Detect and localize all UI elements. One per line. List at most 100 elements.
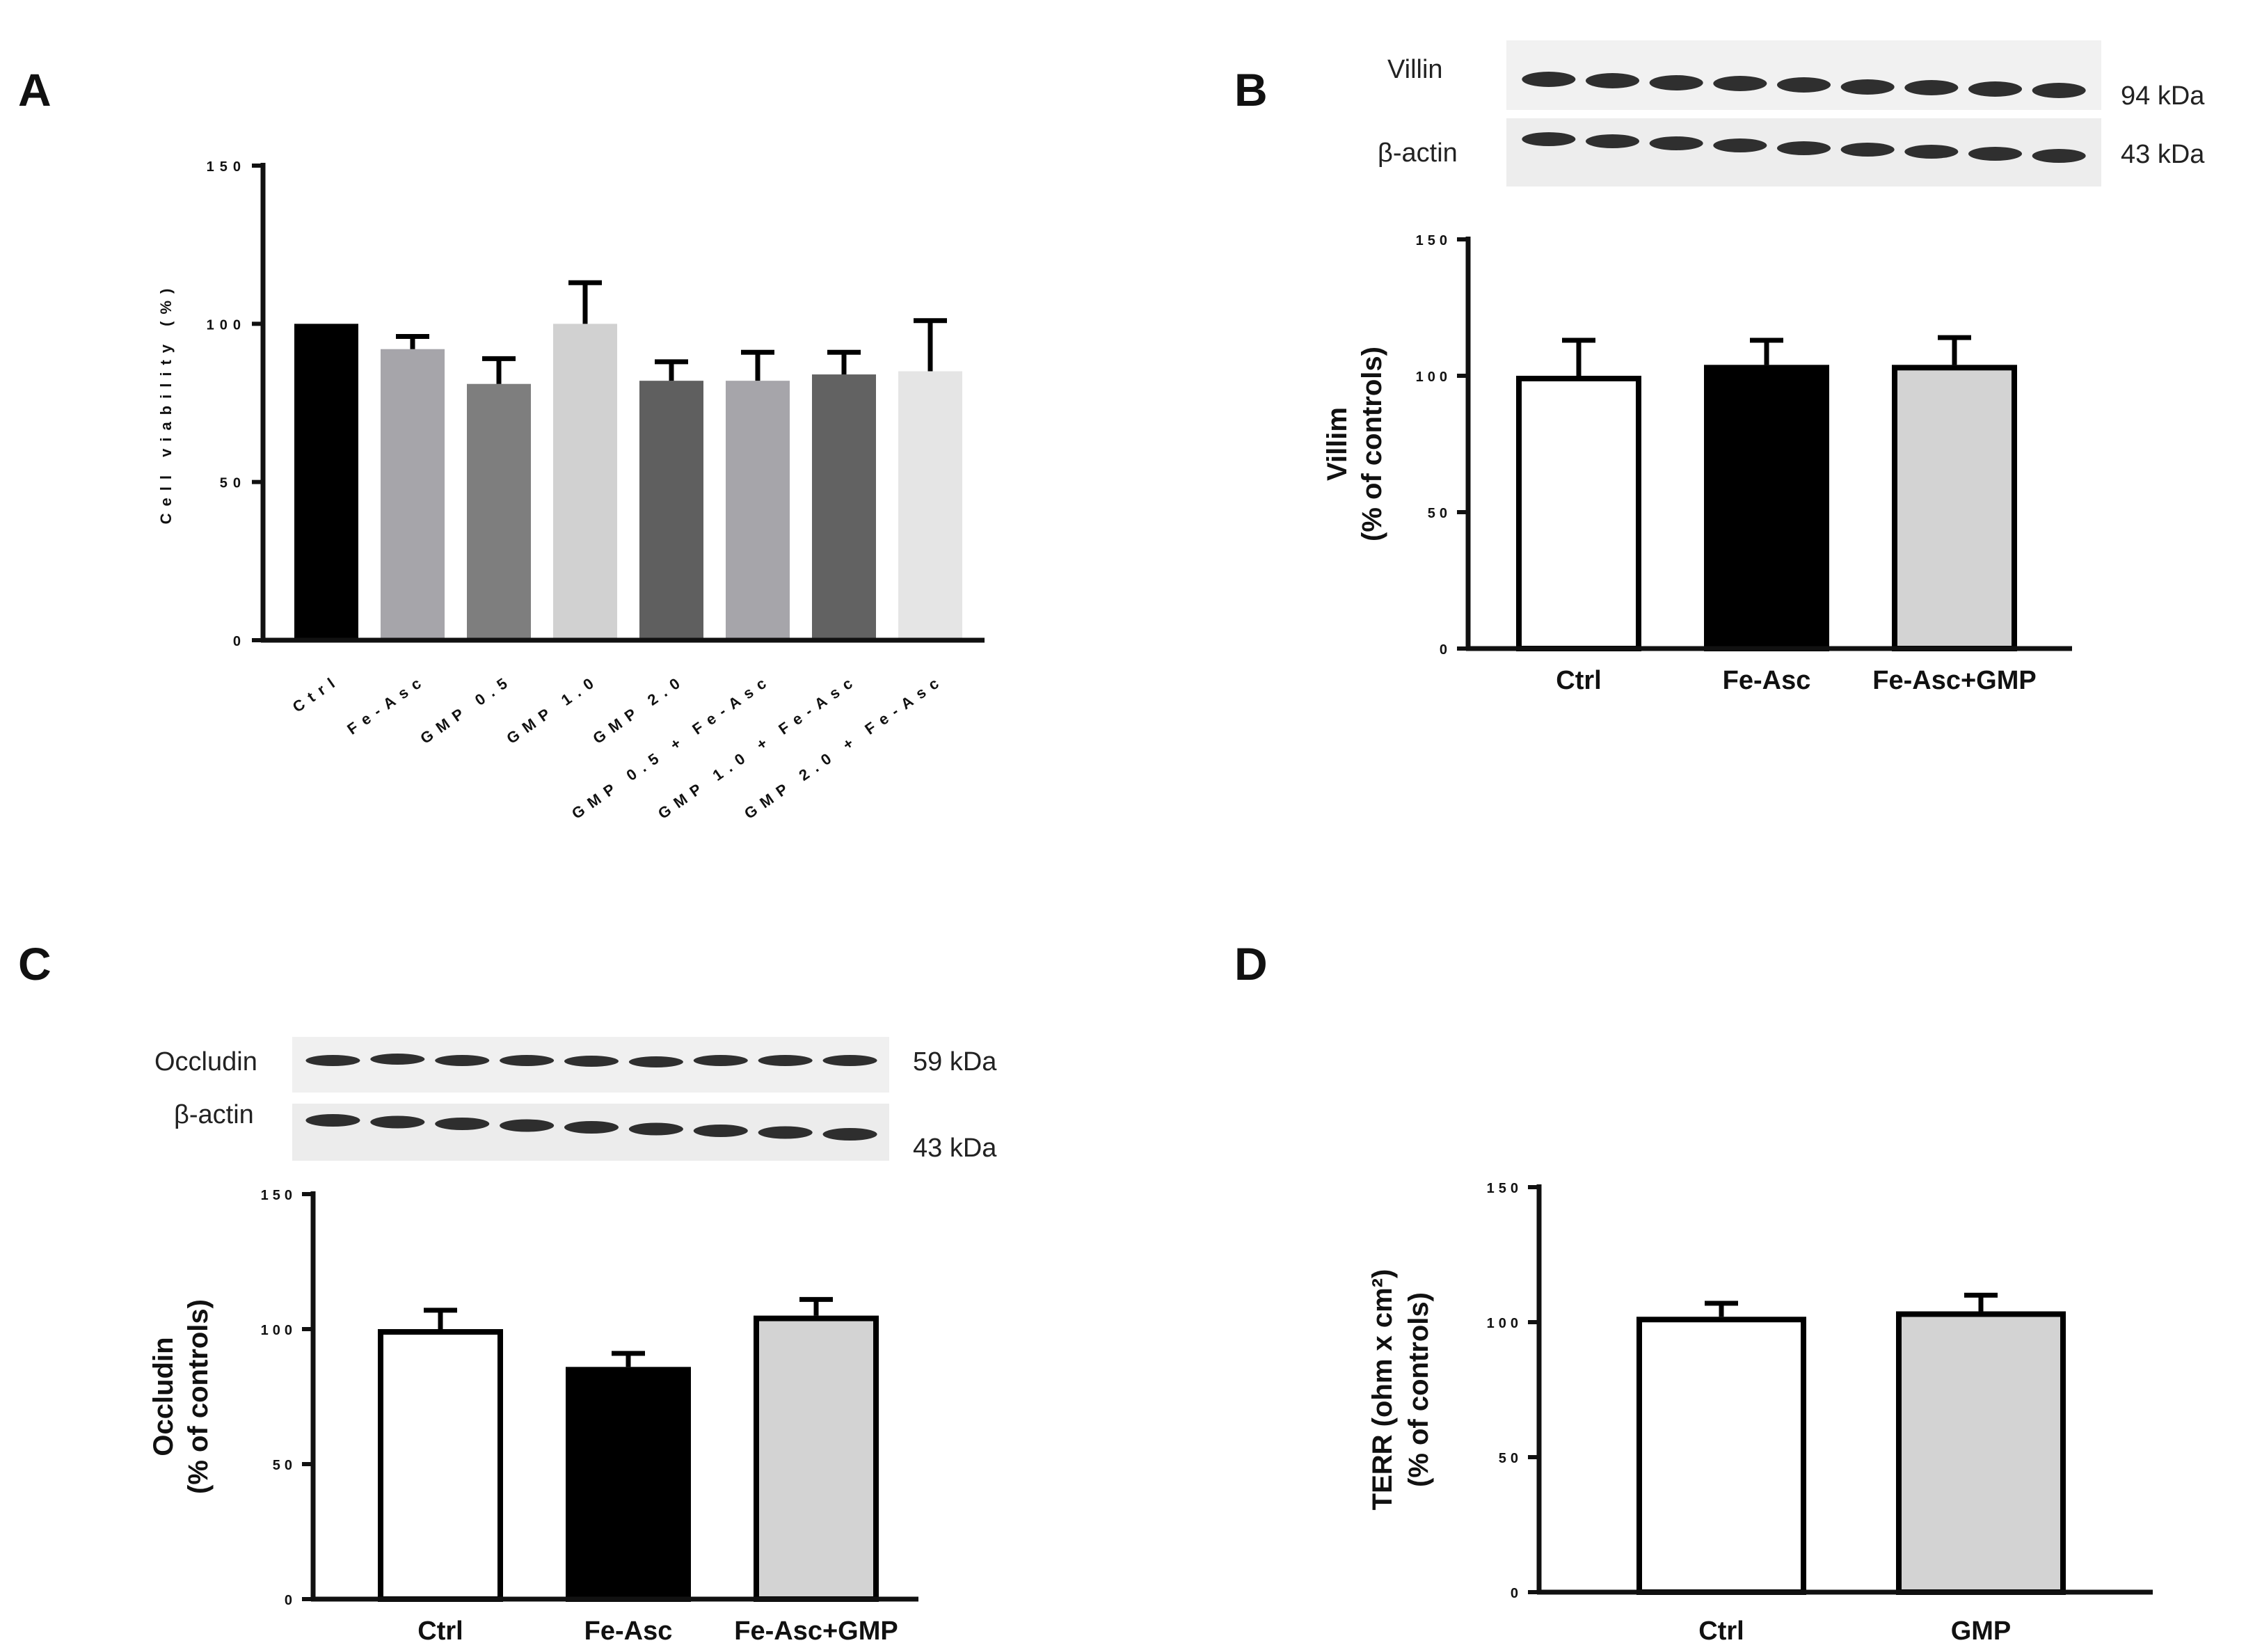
chart-b: 0 50 100 150 Ctrl Fe-Asc Fe-Asc+GMP Villim (% of…	[1322, 233, 2072, 695]
category-label-d-1: GMP	[1951, 1617, 2012, 1646]
blot-c-row2-label: β-actin	[174, 1100, 254, 1129]
blot-band	[1649, 136, 1703, 150]
y-tick-label-a-2: 100	[207, 317, 246, 333]
blot-band	[822, 1128, 877, 1141]
bar-d-0	[1636, 1317, 1806, 1595]
blot-band	[564, 1121, 619, 1134]
category-label-c-2: Fe-Asc+GMP	[734, 1617, 898, 1646]
western-blot-b: Villin β-actin 94 kDa 43 kDa	[1378, 40, 2205, 186]
y-tick-label-c-3: 150	[261, 1188, 296, 1203]
panel-letter-d: D	[1234, 938, 1268, 990]
y-axis-label-a: Cell viability (%)	[157, 282, 175, 525]
blot-b-bands-1	[1522, 72, 2086, 98]
bar-b-0	[1516, 376, 1641, 651]
blot-band	[500, 1119, 555, 1132]
blot-band	[1777, 141, 1831, 155]
bar-a-0	[294, 324, 358, 640]
blot-band	[2032, 83, 2086, 98]
blot-band	[1586, 134, 1639, 148]
blot-band	[435, 1118, 490, 1130]
blot-band	[564, 1056, 619, 1067]
bar-c-1	[566, 1367, 691, 1602]
blot-c-bands-1	[305, 1054, 877, 1067]
y-tick-label-d-2: 100	[1487, 1316, 1522, 1331]
y-tick-label-b-0: 0	[1440, 642, 1451, 658]
blot-band	[1904, 145, 1959, 159]
chart-d: 0 50 100 150 Ctrl GMP TERR (ohm x cm²) (% of co…	[1367, 1181, 2153, 1646]
bar-a-2	[467, 383, 531, 640]
blot-band	[1968, 147, 2022, 161]
blot-c-row1-label: Occludin	[154, 1047, 257, 1077]
y-tick-label-c-2: 100	[261, 1323, 296, 1338]
y-tick-label-a-3: 150	[207, 159, 246, 175]
category-label-c-1: Fe-Asc	[584, 1617, 673, 1646]
blot-band	[1840, 79, 1895, 95]
blot-band	[1586, 73, 1639, 88]
blot-band	[305, 1055, 360, 1066]
bar-a-3	[553, 324, 617, 640]
blot-b-row2-size: 43 kDa	[2121, 140, 2205, 169]
y-axis-label-c-0: Occludin	[148, 1337, 179, 1456]
blot-band	[1777, 77, 1831, 93]
bar-a-4	[639, 381, 703, 640]
y-tick-label-b-3: 150	[1416, 233, 1451, 248]
blot-band	[1522, 72, 1576, 87]
blot-c-row1-size: 59 kDa	[913, 1047, 997, 1077]
y-tick-label-c-0: 0	[285, 1593, 296, 1608]
bar-c-2	[754, 1315, 879, 1602]
category-label-a-2: GMP 0.5	[417, 671, 516, 747]
blot-b-bands-2	[1522, 132, 2086, 163]
panel-letter-b: B	[1234, 64, 1268, 116]
category-label-c-0: Ctrl	[417, 1617, 463, 1646]
blot-band	[758, 1126, 813, 1139]
y-tick-label-a-0: 0	[233, 634, 246, 649]
bar-a-1	[381, 349, 445, 640]
y-tick-label-c-1: 50	[273, 1458, 296, 1473]
blot-band	[1649, 75, 1703, 90]
blot-band	[1713, 76, 1767, 91]
y-tick-label-d-1: 50	[1499, 1451, 1522, 1466]
chart-c: 0 50 100 150 Ctrl Fe-Asc Fe-Asc+GMP Occludin (% …	[148, 1188, 918, 1646]
blot-band	[822, 1055, 877, 1066]
y-tick-label-d-3: 150	[1487, 1181, 1522, 1196]
blot-band	[628, 1056, 683, 1067]
blot-band	[693, 1055, 748, 1066]
category-label-b-1: Fe-Asc	[1723, 666, 1811, 695]
blot-band	[1904, 80, 1959, 95]
category-label-a-0: Ctrl	[289, 671, 344, 716]
blot-band	[305, 1114, 360, 1127]
blot-c-bands-2	[305, 1114, 877, 1141]
bar-d-1	[1896, 1311, 2066, 1595]
blot-band	[2032, 149, 2086, 163]
blot-b-row1-size: 94 kDa	[2121, 81, 2205, 111]
y-tick-label-d-0: 0	[1511, 1586, 1522, 1601]
blot-band	[1968, 81, 2022, 97]
y-axis-label-d-0: TERR (ohm x cm²)	[1367, 1269, 1398, 1511]
blot-band	[370, 1115, 425, 1129]
category-label-a-3: GMP 1.0	[503, 671, 602, 747]
blot-band	[628, 1122, 683, 1136]
bar-a-6	[812, 374, 876, 640]
blot-band	[370, 1054, 425, 1065]
category-label-b-0: Ctrl	[1556, 666, 1601, 695]
category-label-d-0: Ctrl	[1698, 1617, 1744, 1646]
blot-band	[693, 1125, 748, 1137]
bar-a-7	[898, 371, 962, 640]
bar-b-1	[1704, 365, 1829, 651]
y-axis-label-c-1: (% of controls)	[183, 1299, 214, 1494]
blot-band	[1840, 143, 1895, 157]
bar-b-2	[1892, 365, 2017, 651]
blot-band	[1522, 132, 1576, 146]
bar-c-0	[378, 1329, 503, 1602]
blot-b-row1-label: Villin	[1387, 55, 1443, 84]
y-axis-label-b-1: (% of controls)	[1357, 347, 1387, 541]
western-blot-c: Occludin β-actin 59 kDa 43 kDa	[154, 1037, 997, 1163]
blot-band	[758, 1055, 813, 1066]
blot-c-row2-size: 43 kDa	[913, 1134, 997, 1163]
y-tick-label-a-1: 50	[220, 476, 246, 491]
category-label-b-2: Fe-Asc+GMP	[1872, 666, 2036, 695]
blot-b-row2-label: β-actin	[1378, 138, 1458, 168]
blot-band	[1713, 138, 1767, 152]
